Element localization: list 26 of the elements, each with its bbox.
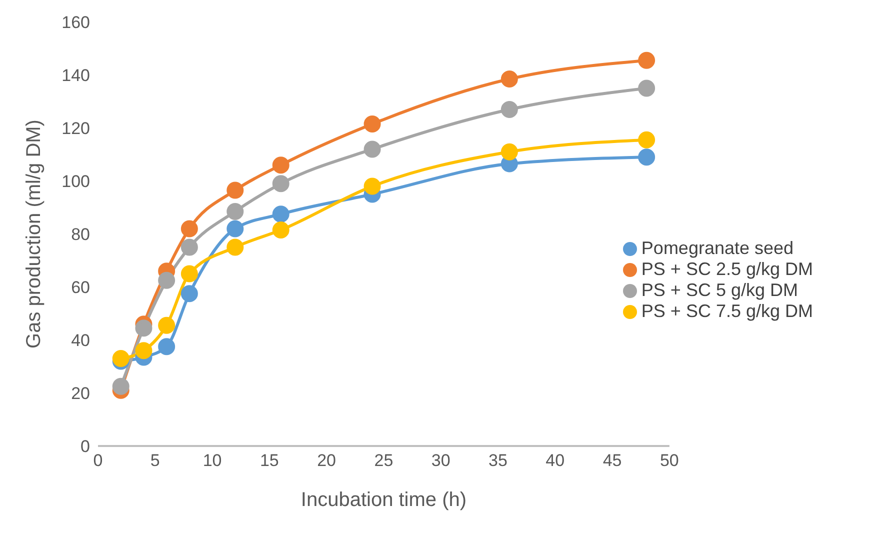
y-axis-title: Gas production (ml/g DM) bbox=[23, 120, 46, 348]
y-tick-label: 40 bbox=[71, 331, 90, 350]
y-tick-label: 160 bbox=[62, 13, 90, 32]
x-tick-label: 30 bbox=[431, 451, 450, 470]
x-tick-label: 35 bbox=[488, 451, 508, 470]
x-tick-label: 10 bbox=[202, 451, 222, 470]
y-tick-label: 80 bbox=[71, 225, 90, 244]
legend-label: Pomegranate seed bbox=[641, 238, 794, 258]
y-tick-label: 100 bbox=[62, 172, 90, 192]
x-tick-label: 20 bbox=[317, 451, 336, 470]
legend-label: PS + SC 7.5 g/kg DM bbox=[641, 301, 813, 321]
x-tick-label: 50 bbox=[660, 451, 679, 470]
x-axis-title: Incubation time (h) bbox=[300, 489, 467, 511]
y-tick-label: 60 bbox=[71, 278, 90, 298]
x-tick-label: 45 bbox=[602, 451, 622, 470]
y-tick-label: 20 bbox=[71, 384, 90, 404]
legend-label: PS + SC 2.5 g/kg DM bbox=[641, 259, 813, 279]
x-tick-label: 0 bbox=[93, 451, 103, 470]
y-tick-label: 120 bbox=[62, 119, 90, 138]
x-tick-label: 5 bbox=[150, 451, 160, 470]
x-tick-label: 25 bbox=[374, 451, 394, 470]
x-tick-label: 15 bbox=[260, 451, 279, 470]
legend-label: PS + SC 5 g/kg DM bbox=[641, 280, 798, 300]
y-tick-label: 0 bbox=[80, 437, 90, 456]
y-tick-label: 140 bbox=[62, 66, 90, 86]
x-tick-label: 40 bbox=[546, 451, 565, 470]
